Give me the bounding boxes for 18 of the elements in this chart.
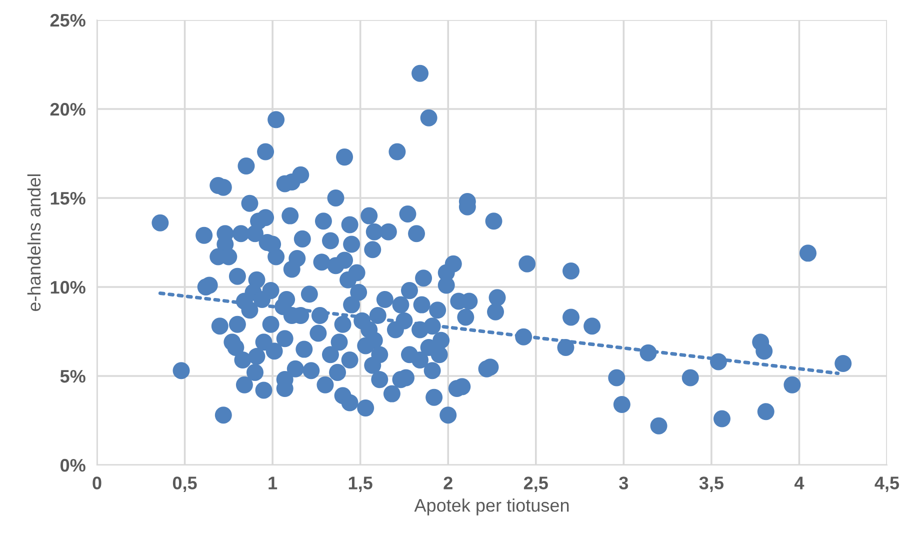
x-tick-label: 3,5 [699,476,724,492]
y-tick-label: 0% [60,458,86,472]
x-tick-label: 1,5 [348,476,372,492]
x-tick-label: 2 [444,476,452,490]
y-tick-label: 15% [50,192,86,205]
y-axis-title: e-handelns andel [27,174,41,311]
y-tick-label: 25% [50,14,86,27]
y-tick-label: 10% [50,280,86,294]
x-tick-label: 0,5 [172,476,197,492]
x-axis-title: Apotek per tiotusen [414,498,569,516]
x-tick-label: 4 [794,476,804,490]
y-tick-label: 20% [50,102,86,116]
x-tick-label: 1 [268,476,278,490]
x-tick-label: 3 [619,476,628,490]
x-tick-label: 0 [92,476,102,490]
x-tick-label: 4,5 [874,476,900,492]
x-tick-label: 2,5 [524,476,548,492]
y-tick-label: 5% [60,370,86,383]
